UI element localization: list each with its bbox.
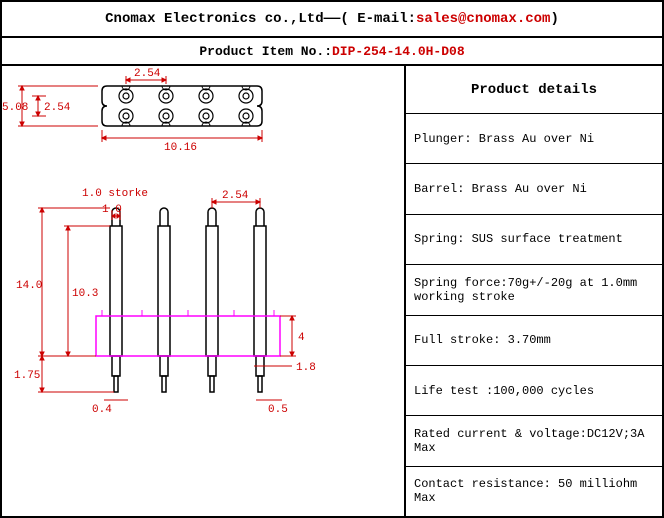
item-row: Product Item No.: DIP-254-14.0H-D08 xyxy=(2,38,662,66)
drawing-panel: 2.54 2.54 5.08 10.16 1.0 storke xyxy=(2,66,406,516)
pin-1 xyxy=(110,208,122,392)
dim-barrel: 1.8 xyxy=(296,362,316,374)
item-label: Product Item No.: xyxy=(199,44,332,59)
item-value: DIP-254-14.0H-D08 xyxy=(332,44,465,59)
main-area: 2.54 2.54 5.08 10.16 1.0 storke xyxy=(2,66,662,516)
company-name: Cnomax Electronics co.,Ltd——( E-mail: xyxy=(105,11,416,27)
detail-row: Spring force:70g+/-20g at 1.0mm working … xyxy=(406,265,662,315)
top-outline xyxy=(102,86,262,126)
dim-shoulder: 0.5 xyxy=(268,404,288,416)
detail-row: Life test :100,000 cycles xyxy=(406,366,662,416)
detail-row: Contact resistance: 50 milliohm Max xyxy=(406,467,662,516)
dim-overall: 14.0 xyxy=(16,280,42,292)
dim-width: 10.16 xyxy=(164,142,197,154)
dim-tail-d: 0.4 xyxy=(92,404,112,416)
pin-2 xyxy=(158,208,170,392)
detail-row: Rated current & voltage:DC12V;3A Max xyxy=(406,416,662,466)
tech-drawing: 2.54 2.54 5.08 10.16 1.0 storke xyxy=(2,66,406,516)
dim-height: 5.08 xyxy=(2,102,28,114)
details-header: Product details xyxy=(406,66,662,114)
details-panel: Product details Plunger: Brass Au over N… xyxy=(406,66,662,516)
pin-4 xyxy=(254,208,266,392)
datasheet: Cnomax Electronics co.,Ltd——( E-mail: sa… xyxy=(0,0,664,518)
dim-tip: 1.0 xyxy=(102,204,122,216)
detail-row: Spring: SUS surface treatment xyxy=(406,215,662,265)
pin-3 xyxy=(206,208,218,392)
dim-pitch-y: 2.54 xyxy=(44,102,71,114)
dim-pin-h: 10.3 xyxy=(72,288,98,300)
dim-pitch-x: 2.54 xyxy=(134,68,161,80)
stroke-label: 1.0 storke xyxy=(82,188,148,200)
company-email: sales@cnomax.com xyxy=(416,11,550,27)
dim-tail-h: 1.75 xyxy=(14,370,40,382)
detail-row: Barrel: Brass Au over Ni xyxy=(406,164,662,214)
detail-row: Full stroke: 3.70mm xyxy=(406,316,662,366)
company-suffix: ) xyxy=(550,11,558,27)
dim-base-h: 4 xyxy=(298,332,305,344)
base-block xyxy=(96,316,280,356)
company-header: Cnomax Electronics co.,Ltd——( E-mail: sa… xyxy=(2,2,662,38)
detail-row: Plunger: Brass Au over Ni xyxy=(406,114,662,164)
dim-pitch-side: 2.54 xyxy=(222,190,249,202)
